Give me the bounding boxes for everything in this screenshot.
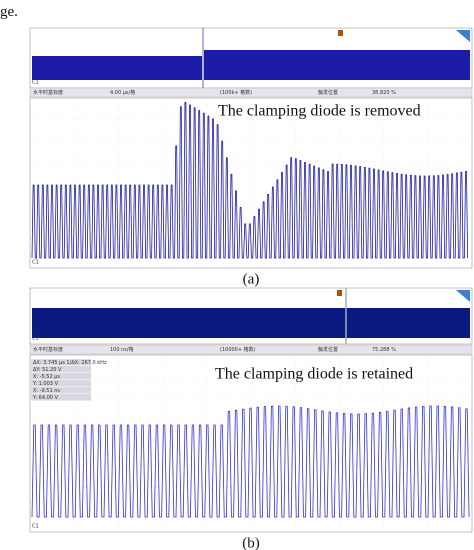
header-label: 水平时基标度 — [33, 89, 63, 96]
trigger-position: 38.820 % — [372, 90, 396, 96]
waveform — [31, 405, 470, 518]
readout-box — [31, 359, 91, 366]
memory: (100k+ 格数) — [220, 89, 252, 96]
waveform — [31, 101, 469, 259]
corner-icon — [456, 290, 470, 302]
header-bar — [29, 344, 473, 355]
trigger-marker — [338, 30, 343, 36]
caption: (a) — [243, 271, 260, 287]
readout-box — [31, 394, 91, 401]
annotation: The clamping diode is removed — [218, 103, 421, 120]
annotation: The clamping diode is retained — [215, 366, 413, 383]
cursor-readout: ΔX: 3.745 μs 1/ΔX: 267.0 kHz — [33, 360, 107, 366]
cursor-readout: Y: 1.003 V — [32, 381, 59, 387]
cursor-readout: Y: 64.00 V — [32, 395, 59, 401]
overview-signal — [204, 50, 470, 80]
cursor-readout: X: -9.51 ns — [33, 388, 60, 394]
timebase: 100 ns/格 — [110, 346, 134, 353]
header-label: 水平时基标度 — [33, 346, 63, 353]
readout-box — [31, 366, 91, 373]
page-fragment: ge. — [0, 4, 18, 20]
timebase: 4.00 μs/格 — [110, 89, 135, 96]
caption: (b) — [242, 535, 260, 550]
cursor-readout: X: -5.52 μs — [33, 374, 60, 380]
trigger-position: 75.288 % — [372, 347, 396, 353]
header-bar — [29, 87, 473, 98]
trigger-marker — [337, 290, 342, 296]
corner-icon — [456, 30, 470, 42]
trigger-label: 触发位置 — [318, 89, 338, 96]
overview-signal — [32, 308, 470, 338]
channel-label: C1 — [32, 80, 39, 86]
overview-signal — [32, 56, 202, 80]
memory: (10000+ 格数) — [220, 346, 256, 353]
cursor-readout: ΔY: 51.20 V — [33, 367, 62, 373]
channel-label: C1 — [32, 260, 39, 266]
readout-box — [31, 387, 91, 394]
readout-box — [31, 380, 91, 387]
readout-box — [31, 373, 91, 380]
channel-label: C1 — [32, 336, 39, 342]
trigger-label: 触发位置 — [318, 346, 338, 353]
channel-label: C1 — [32, 524, 39, 530]
